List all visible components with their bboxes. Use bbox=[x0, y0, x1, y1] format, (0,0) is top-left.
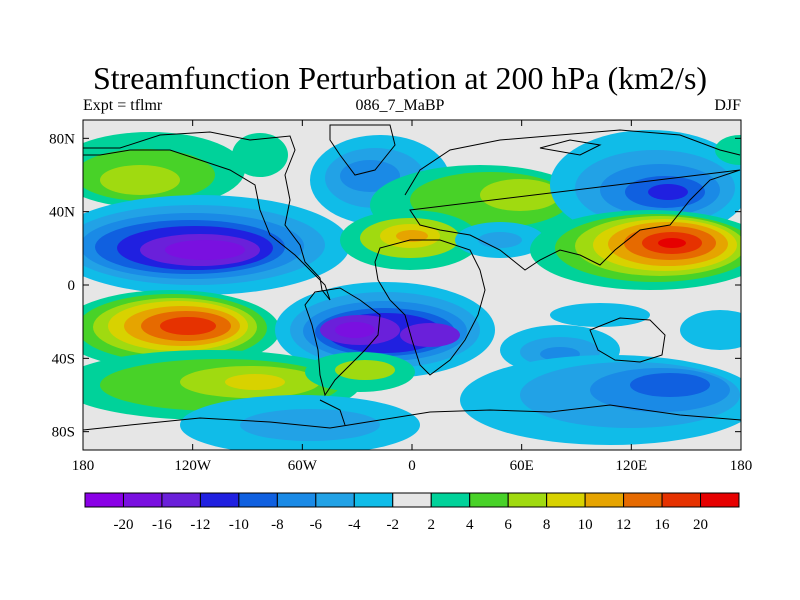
southern-low-west bbox=[180, 395, 420, 450]
colorbar-swatch bbox=[276, 492, 317, 508]
season-label: DJF bbox=[714, 97, 741, 114]
case-label: 086_7_MaBP bbox=[355, 97, 445, 114]
x-tick-label: 60E bbox=[510, 458, 534, 474]
x-tick-label: 60W bbox=[288, 458, 318, 474]
colorbar-swatch bbox=[584, 492, 625, 508]
colorbar-label: -20 bbox=[113, 517, 133, 533]
x-tick-label: 0 bbox=[408, 458, 416, 474]
colorbar-swatch bbox=[238, 492, 278, 508]
x-tick-label: 120W bbox=[174, 458, 212, 474]
colorbar-label: -4 bbox=[348, 517, 361, 533]
colorbar-swatch bbox=[507, 492, 548, 508]
colorbar-swatch bbox=[623, 492, 663, 508]
arabian-low bbox=[455, 222, 545, 258]
colorbar-label: -12 bbox=[190, 517, 210, 533]
y-tick-label: 80N bbox=[49, 131, 75, 147]
y-axis: 80N 40N 0 40S 80S bbox=[49, 131, 741, 441]
colorbar-swatch bbox=[161, 492, 201, 508]
chart-title: Streamfunction Perturbation at 200 hPa (… bbox=[92, 60, 708, 96]
colorbar-label: -16 bbox=[152, 517, 172, 533]
colorbar-swatch bbox=[700, 492, 740, 508]
north-pacific-high bbox=[83, 132, 288, 208]
colorbar-label: -2 bbox=[387, 517, 400, 533]
experiment-label: Expt = tflmr bbox=[83, 97, 163, 114]
southern-ocean-low bbox=[460, 355, 741, 445]
colorbar-label: 16 bbox=[655, 517, 671, 533]
colorbar-swatch bbox=[199, 492, 240, 508]
asian-high bbox=[530, 210, 741, 290]
colorbar-label: 6 bbox=[504, 517, 512, 533]
y-tick-label: 0 bbox=[68, 278, 76, 294]
colorbar-swatch bbox=[661, 492, 702, 508]
x-tick-label: 180 bbox=[730, 458, 753, 474]
colorbar-label: 2 bbox=[427, 517, 435, 533]
colorbar-label: 8 bbox=[543, 517, 551, 533]
colorbar-label: -10 bbox=[229, 517, 249, 533]
colorbar-swatch bbox=[392, 492, 432, 508]
south-pacific-ridge bbox=[83, 350, 415, 420]
colorbar-label: -6 bbox=[310, 517, 323, 533]
colorbar-label: 12 bbox=[616, 517, 631, 533]
colorbar-swatch bbox=[315, 492, 355, 508]
colorbar-label: -8 bbox=[271, 517, 284, 533]
colorbar-label: 10 bbox=[578, 517, 593, 533]
colorbar: -20 -16 -12 -10 -8 -6 -4 -2 2 4 6 8 10 12 16 20 bbox=[84, 492, 740, 533]
colorbar-swatch bbox=[546, 492, 586, 508]
y-tick-label: 40N bbox=[49, 205, 75, 221]
colorbar-swatch bbox=[469, 492, 509, 508]
south-pacific-high bbox=[83, 290, 280, 370]
colorbar-swatch bbox=[430, 492, 471, 508]
colorbar-swatch bbox=[122, 492, 163, 508]
continent-outlines bbox=[83, 124, 741, 431]
eastern-pacific-south bbox=[550, 135, 741, 350]
x-axis: 180 120W 60W 0 60E 120E 180 bbox=[72, 120, 753, 474]
x-tick-label: 120E bbox=[615, 458, 647, 474]
colorbar-swatch bbox=[353, 492, 394, 508]
siberian-low bbox=[550, 130, 741, 240]
y-tick-label: 40S bbox=[52, 351, 75, 367]
x-tick-label: 180 bbox=[72, 458, 95, 474]
colorbar-label: 4 bbox=[466, 517, 474, 533]
colorbar-label: 20 bbox=[693, 517, 708, 533]
colorbar-swatch bbox=[84, 492, 124, 508]
tropical-atlantic-low bbox=[275, 282, 495, 378]
plot-area bbox=[83, 120, 741, 450]
y-tick-label: 80S bbox=[52, 425, 75, 441]
north-pacific-low bbox=[83, 195, 350, 295]
